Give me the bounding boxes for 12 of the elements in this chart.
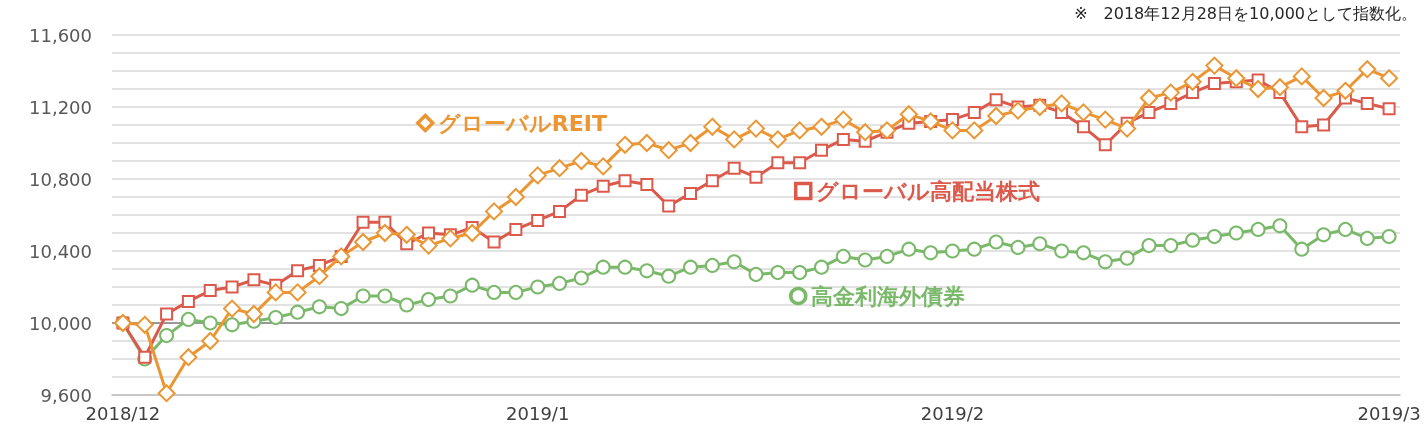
legend-label: グローバルREIT xyxy=(437,110,607,136)
y-tick-label: 11,600 xyxy=(29,24,92,46)
y-tick-label: 10,800 xyxy=(29,168,92,190)
legend-label: 高金利海外債券 xyxy=(810,283,965,309)
legend-label: グローバル高配当株式 xyxy=(815,178,1040,204)
y-tick-label: 10,000 xyxy=(29,312,92,334)
y-tick-label: 10,400 xyxy=(29,240,92,262)
x-tick-label: 2019/3 xyxy=(1357,402,1421,424)
text: ※ 2018年12月28日を10,000として指数化。 xyxy=(1074,3,1417,23)
x-tick-label: 2019/2 xyxy=(920,402,985,424)
y-tick-label: 11,200 xyxy=(29,96,92,118)
x-tick-label: 2019/1 xyxy=(506,402,570,424)
